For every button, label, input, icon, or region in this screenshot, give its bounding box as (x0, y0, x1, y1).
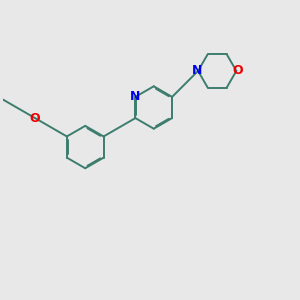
Text: O: O (30, 112, 40, 124)
Text: N: N (130, 90, 140, 103)
Text: O: O (232, 64, 243, 77)
Text: N: N (191, 64, 202, 77)
